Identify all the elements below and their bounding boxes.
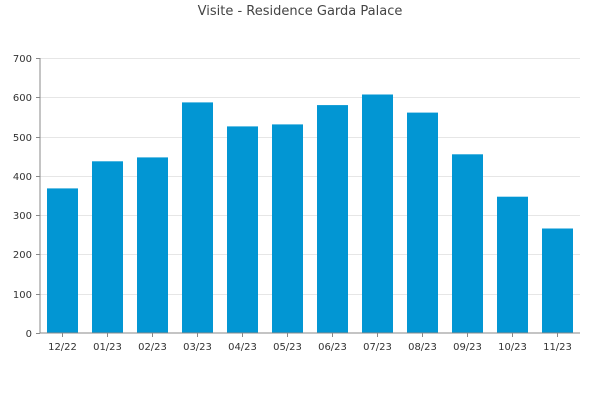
y-tick-label: 0 bbox=[26, 329, 32, 340]
x-tick-label: 03/23 bbox=[183, 342, 212, 353]
x-tick-label: 07/23 bbox=[363, 342, 392, 353]
bar bbox=[272, 124, 303, 334]
bar bbox=[452, 154, 483, 334]
x-tick-label: 06/23 bbox=[318, 342, 347, 353]
bar bbox=[182, 102, 213, 334]
x-tick-label: 01/23 bbox=[93, 342, 122, 353]
bar bbox=[227, 126, 258, 334]
y-tick-label: 300 bbox=[13, 211, 32, 222]
bars bbox=[47, 94, 573, 334]
chart-title: Visite - Residence Garda Palace bbox=[198, 4, 403, 19]
y-tick-labels: 0 100 200 300 400 500 600 700 bbox=[13, 54, 40, 340]
y-tick-label: 400 bbox=[13, 172, 32, 183]
x-tick-label: 10/23 bbox=[498, 342, 527, 353]
y-tick-label: 700 bbox=[13, 54, 32, 65]
bar bbox=[317, 105, 348, 333]
x-tick-labels: 12/22 01/23 02/23 03/23 04/23 05/23 06/23 07/23… bbox=[48, 333, 572, 353]
y-tick-label: 100 bbox=[13, 290, 32, 301]
y-tick-label: 500 bbox=[13, 133, 32, 144]
x-tick-label: 09/23 bbox=[453, 342, 482, 353]
axes bbox=[39, 58, 580, 334]
x-tick-label: 02/23 bbox=[138, 342, 167, 353]
bar bbox=[362, 94, 393, 333]
x-tick-label: 08/23 bbox=[408, 342, 437, 353]
x-tick-label: 05/23 bbox=[273, 342, 302, 353]
y-tick-label: 600 bbox=[13, 93, 32, 104]
x-tick-label: 11/23 bbox=[543, 342, 572, 353]
bar bbox=[497, 196, 528, 333]
gridlines bbox=[40, 58, 580, 295]
x-tick-label: 12/22 bbox=[48, 342, 77, 353]
bar bbox=[542, 228, 573, 333]
bar bbox=[137, 157, 168, 333]
bar bbox=[92, 161, 123, 333]
bar bbox=[47, 188, 78, 333]
x-tick-label: 04/23 bbox=[228, 342, 257, 353]
y-tick-label: 200 bbox=[13, 250, 32, 261]
bar bbox=[407, 112, 438, 333]
